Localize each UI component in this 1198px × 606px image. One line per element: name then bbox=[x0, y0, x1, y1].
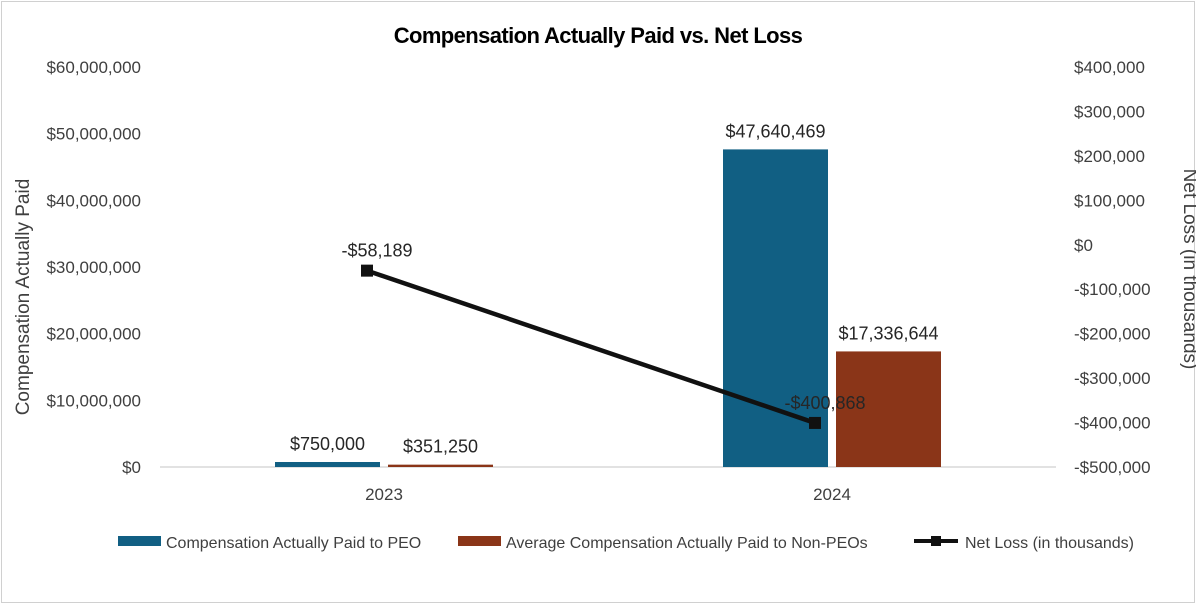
right-tick-label: -$200,000 bbox=[1074, 325, 1151, 344]
net-loss-marker bbox=[361, 264, 373, 277]
bars bbox=[275, 149, 941, 468]
bar-non-peo bbox=[836, 351, 941, 467]
left-tick-label: $20,000,000 bbox=[46, 325, 141, 344]
legend-swatch-non-peo bbox=[458, 536, 501, 546]
bar-data-label: $351,250 bbox=[403, 437, 478, 457]
bar-peo bbox=[275, 462, 380, 467]
net-loss-marker bbox=[809, 416, 821, 429]
right-tick-label: $0 bbox=[1074, 236, 1093, 255]
right-tick-label: -$500,000 bbox=[1074, 458, 1151, 477]
right-axis-ticks: -$500,000 -$400,000 -$300,000 -$200,000 -$10… bbox=[1074, 58, 1151, 477]
chart-title: Compensation Actually Paid vs. Net Loss bbox=[394, 23, 803, 48]
legend-swatch-peo bbox=[118, 536, 161, 546]
net-loss-series bbox=[361, 264, 821, 429]
right-tick-label: $400,000 bbox=[1074, 58, 1145, 77]
right-tick-label: -$400,000 bbox=[1074, 414, 1151, 433]
legend-label-non-peo: Average Compensation Actually Paid to No… bbox=[506, 535, 868, 552]
left-tick-label: $10,000,000 bbox=[46, 391, 141, 410]
x-tick-label: 2024 bbox=[813, 485, 851, 504]
left-tick-label: $50,000,000 bbox=[46, 125, 141, 144]
right-tick-label: $300,000 bbox=[1074, 102, 1145, 121]
x-axis-ticks: 2023 2024 bbox=[365, 485, 851, 504]
left-tick-label: $0 bbox=[122, 458, 141, 477]
x-tick-label: 2023 bbox=[365, 485, 403, 504]
legend-label-net-loss: Net Loss (in thousands) bbox=[965, 535, 1134, 552]
net-loss-line bbox=[366, 268, 816, 426]
left-axis-title: Compensation Actually Paid bbox=[13, 179, 34, 416]
legend: Compensation Actually Paid to PEO Averag… bbox=[118, 535, 1134, 552]
left-tick-label: $30,000,000 bbox=[46, 258, 141, 277]
legend-marker-net-loss bbox=[931, 536, 941, 546]
right-tick-label: $200,000 bbox=[1074, 147, 1145, 166]
right-tick-label: -$100,000 bbox=[1074, 280, 1151, 299]
left-tick-label: $40,000,000 bbox=[46, 191, 141, 210]
net-loss-data-label: -$58,189 bbox=[341, 241, 412, 261]
right-tick-label: -$300,000 bbox=[1074, 369, 1151, 388]
left-tick-label: $60,000,000 bbox=[46, 58, 141, 77]
bar-peo bbox=[723, 149, 828, 468]
net-loss-data-label: -$400,868 bbox=[784, 393, 865, 413]
right-axis-title: Net Loss (in thousands) bbox=[1179, 169, 1196, 370]
data-labels: $750,000 $47,640,469 $351,250 $17,336,644 -$… bbox=[290, 121, 939, 456]
bar-non-peo bbox=[388, 464, 493, 467]
left-axis-ticks: $0 $10,000,000 $20,000,000 $30,000,000 $40,0… bbox=[46, 58, 141, 477]
bar-data-label: $750,000 bbox=[290, 434, 365, 454]
right-tick-label: $100,000 bbox=[1074, 191, 1145, 210]
bar-data-label: $17,336,644 bbox=[838, 323, 938, 343]
bar-data-label: $47,640,469 bbox=[725, 121, 825, 141]
legend-label-peo: Compensation Actually Paid to PEO bbox=[166, 535, 421, 552]
